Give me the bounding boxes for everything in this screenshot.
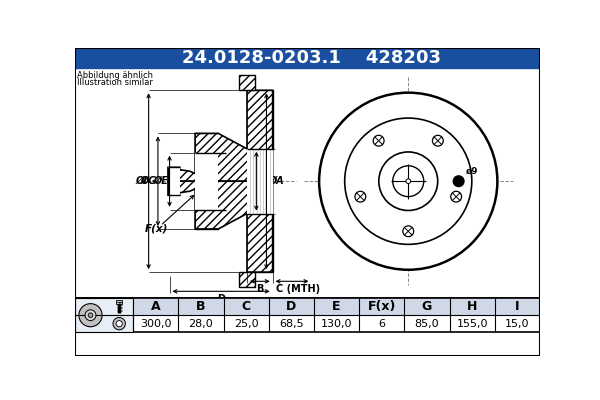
Circle shape: [453, 176, 464, 186]
Polygon shape: [247, 90, 272, 149]
Text: F(x): F(x): [368, 300, 396, 313]
Circle shape: [406, 179, 410, 184]
Circle shape: [344, 118, 472, 244]
Text: Illustration similar: Illustration similar: [77, 78, 153, 87]
Bar: [75, 298, 540, 332]
Bar: [247, 149, 272, 214]
Circle shape: [116, 320, 122, 327]
Text: G: G: [422, 300, 432, 313]
Text: ØA: ØA: [268, 176, 284, 186]
Text: I: I: [515, 300, 520, 313]
Text: F(x): F(x): [145, 224, 168, 234]
Circle shape: [451, 191, 461, 202]
Text: B: B: [256, 284, 263, 294]
Text: A: A: [151, 300, 161, 313]
Circle shape: [113, 318, 125, 330]
Bar: [75, 298, 133, 332]
Text: 6: 6: [378, 319, 385, 329]
Circle shape: [319, 93, 497, 270]
Text: 24.0128-0203.1    428203: 24.0128-0203.1 428203: [182, 49, 441, 67]
Bar: [168, 167, 179, 195]
Text: ØH: ØH: [258, 172, 274, 182]
Text: 25,0: 25,0: [234, 319, 259, 329]
Circle shape: [379, 152, 438, 210]
Circle shape: [403, 226, 413, 237]
Text: 15,0: 15,0: [505, 319, 530, 329]
Text: D: D: [286, 300, 296, 313]
Text: C: C: [242, 300, 251, 313]
Text: 85,0: 85,0: [415, 319, 439, 329]
Text: 68,5: 68,5: [279, 319, 304, 329]
Polygon shape: [168, 181, 272, 272]
Circle shape: [433, 135, 443, 146]
Polygon shape: [247, 214, 272, 272]
Circle shape: [79, 304, 102, 327]
Bar: [133, 298, 540, 315]
Text: 130,0: 130,0: [321, 319, 352, 329]
Text: 300,0: 300,0: [140, 319, 172, 329]
Text: 28,0: 28,0: [188, 319, 214, 329]
Bar: [116, 300, 122, 304]
Text: ØI: ØI: [135, 176, 147, 186]
Text: B: B: [196, 300, 206, 313]
Text: ØE: ØE: [153, 176, 168, 186]
Text: ØG: ØG: [140, 176, 157, 186]
Circle shape: [393, 166, 424, 197]
Polygon shape: [195, 134, 218, 153]
Text: 155,0: 155,0: [457, 319, 488, 329]
Bar: [75, 48, 540, 68]
Polygon shape: [195, 210, 218, 229]
Circle shape: [88, 313, 93, 318]
Text: ø9: ø9: [466, 166, 478, 176]
Polygon shape: [239, 75, 255, 90]
Text: C (MTH): C (MTH): [277, 284, 320, 294]
Text: H: H: [467, 300, 478, 313]
Circle shape: [355, 191, 366, 202]
Text: Abbildung ähnlich: Abbildung ähnlich: [77, 71, 154, 80]
Polygon shape: [239, 272, 255, 288]
Circle shape: [85, 310, 96, 320]
Polygon shape: [168, 90, 272, 181]
Circle shape: [373, 135, 384, 146]
Bar: [195, 153, 218, 210]
Text: T: T: [116, 302, 122, 312]
Text: E: E: [332, 300, 341, 313]
Text: D: D: [217, 294, 225, 304]
